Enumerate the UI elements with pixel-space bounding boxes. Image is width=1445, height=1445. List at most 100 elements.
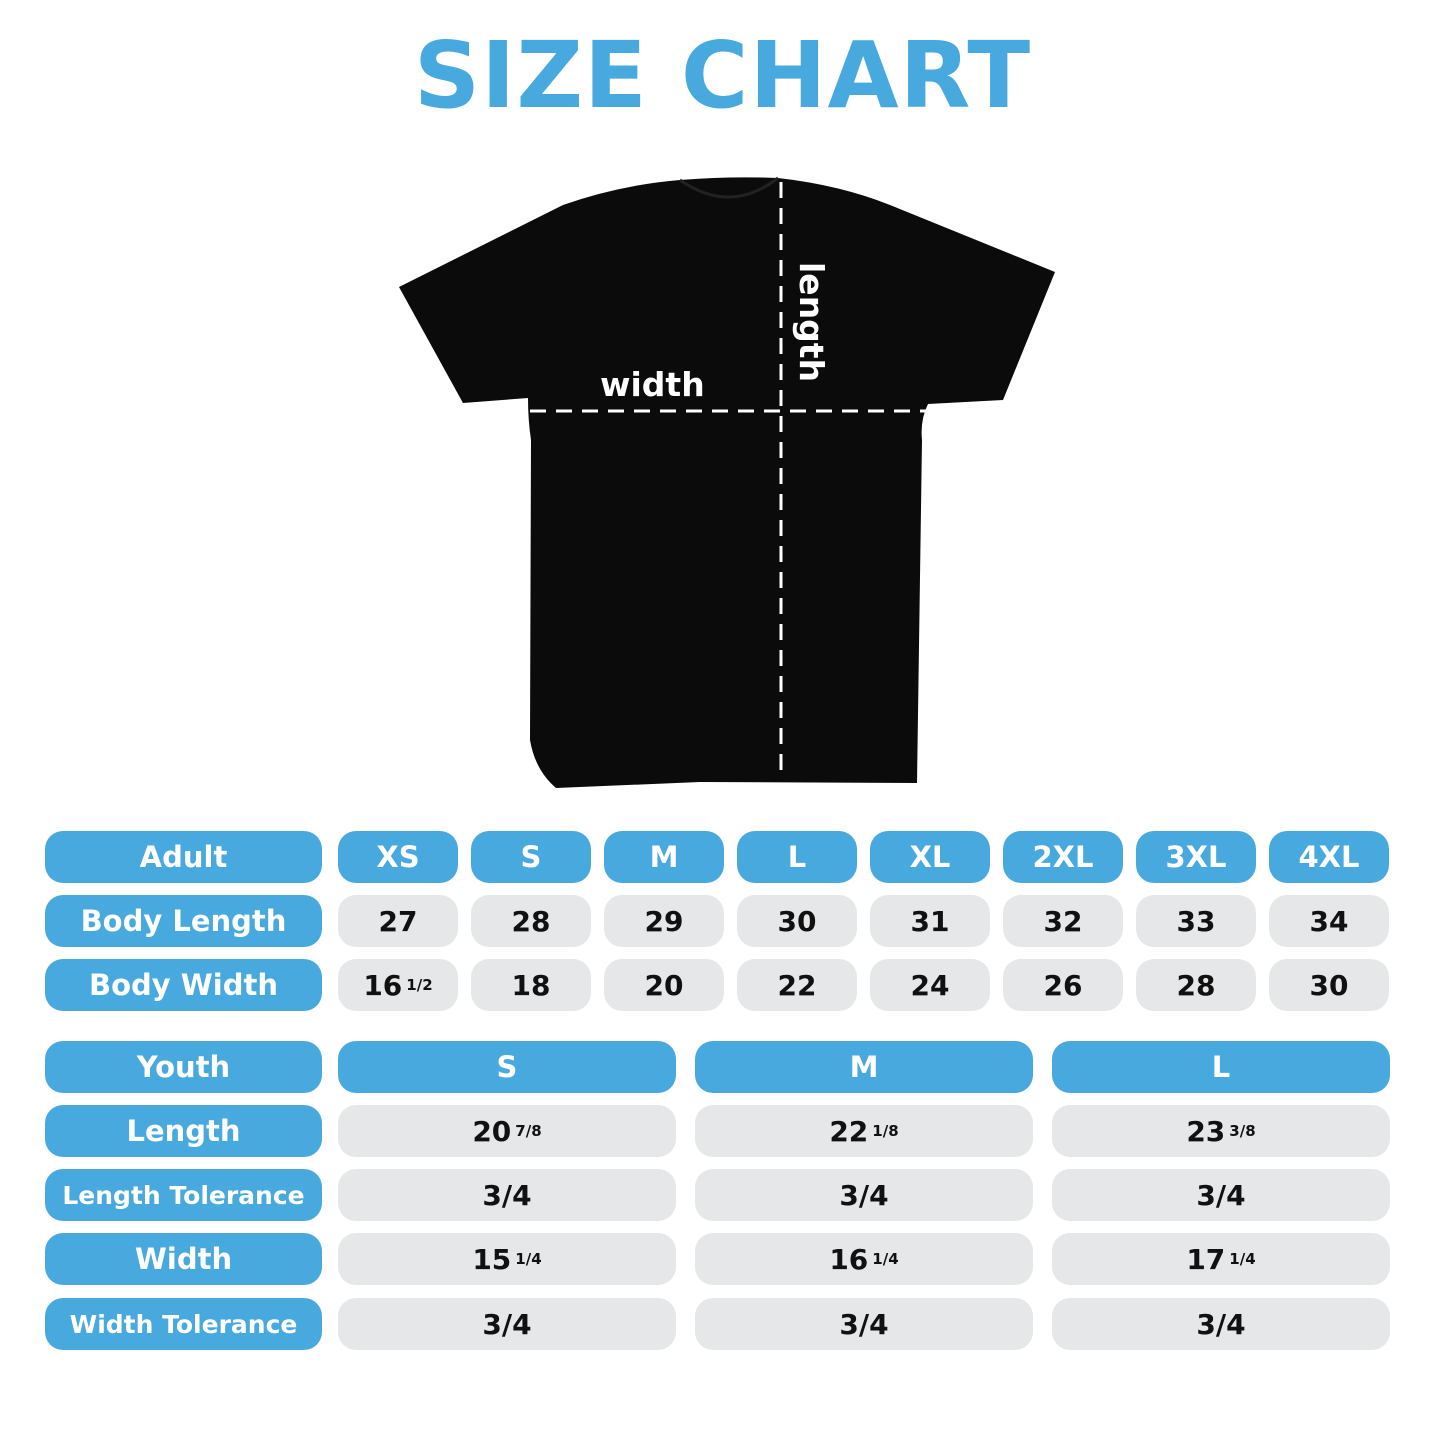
youth-size-header: S xyxy=(338,1041,676,1093)
adult-value-cell: 20 xyxy=(604,959,724,1011)
youth-size-header: M xyxy=(695,1041,1033,1093)
value-whole: 23 xyxy=(1186,1114,1226,1148)
value-whole: 30 xyxy=(777,904,817,938)
adult-value-cell: 30 xyxy=(1269,959,1389,1011)
value-fraction: 1/8 xyxy=(872,1122,899,1140)
youth-value-cell: 20 7/8 xyxy=(338,1105,676,1157)
label-text: Length xyxy=(126,1114,241,1148)
youth-value-cell: 3/4 xyxy=(695,1298,1033,1350)
youth-value-cell: 3/4 xyxy=(338,1298,676,1350)
adult-value-cell: 27 xyxy=(338,895,458,947)
adult-value-cell: 31 xyxy=(870,895,990,947)
size-text: 2XL xyxy=(1032,840,1094,874)
value-whole: 28 xyxy=(511,904,551,938)
youth-value-cell: 15 1/4 xyxy=(338,1233,676,1285)
adult-value-cell: 28 xyxy=(471,895,591,947)
adult-value-cell: 28 xyxy=(1136,959,1256,1011)
value-whole: 3/4 xyxy=(839,1178,889,1212)
value-whole: 18 xyxy=(511,968,551,1002)
value-whole: 30 xyxy=(1309,968,1349,1002)
value-fraction: 1/4 xyxy=(1229,1250,1256,1268)
label-text: Body Length xyxy=(80,904,287,938)
youth-value-cell: 3/4 xyxy=(1052,1169,1390,1221)
value-whole: 3/4 xyxy=(482,1178,532,1212)
adult-size-header: 4XL xyxy=(1269,831,1389,883)
size-text: 3XL xyxy=(1165,840,1227,874)
size-text: 4XL xyxy=(1298,840,1360,874)
youth-value-cell: 17 1/4 xyxy=(1052,1233,1390,1285)
adult-value-cell: 33 xyxy=(1136,895,1256,947)
value-whole: 17 xyxy=(1186,1242,1226,1276)
value-whole: 20 xyxy=(472,1114,512,1148)
youth-size-header: L xyxy=(1052,1041,1390,1093)
value-whole: 22 xyxy=(777,968,817,1002)
adult-size-header: L xyxy=(737,831,857,883)
label-text: Body Width xyxy=(89,968,278,1002)
youth-header-label: Youth xyxy=(45,1041,322,1093)
value-whole: 16 xyxy=(363,968,403,1002)
size-text: M xyxy=(849,1050,879,1084)
adult-value-cell: 24 xyxy=(870,959,990,1011)
youth-value-cell: 3/4 xyxy=(1052,1298,1390,1350)
value-fraction: 7/8 xyxy=(515,1122,542,1140)
adult-size-header: 2XL xyxy=(1003,831,1123,883)
size-text: XS xyxy=(376,840,420,874)
value-whole: 34 xyxy=(1309,904,1349,938)
value-whole: 28 xyxy=(1176,968,1216,1002)
size-text: S xyxy=(520,840,542,874)
value-whole: 26 xyxy=(1043,968,1083,1002)
value-fraction: 1/4 xyxy=(872,1250,899,1268)
youth-row-label: Width xyxy=(45,1233,322,1285)
label-text: Adult xyxy=(139,840,228,874)
label-text: Youth xyxy=(136,1050,231,1084)
value-whole: 22 xyxy=(829,1114,869,1148)
size-text: L xyxy=(787,840,807,874)
value-whole: 27 xyxy=(378,904,418,938)
adult-size-header: S xyxy=(471,831,591,883)
value-fraction: 3/8 xyxy=(1229,1122,1256,1140)
page-title: SIZE CHART xyxy=(413,22,1032,129)
value-whole: 29 xyxy=(644,904,684,938)
value-whole: 31 xyxy=(910,904,950,938)
youth-value-cell: 16 1/4 xyxy=(695,1233,1033,1285)
adult-row-label: Body Length xyxy=(45,895,322,947)
value-whole: 15 xyxy=(472,1242,512,1276)
youth-row-label: Length xyxy=(45,1105,322,1157)
tshirt-shape xyxy=(399,177,1055,789)
adult-value-cell: 32 xyxy=(1003,895,1123,947)
adult-value-cell: 16 1/2 xyxy=(338,959,458,1011)
size-text: L xyxy=(1211,1050,1231,1084)
adult-value-cell: 26 xyxy=(1003,959,1123,1011)
value-fraction: 1/4 xyxy=(515,1250,542,1268)
neckline xyxy=(679,176,779,199)
adult-row-label: Body Width xyxy=(45,959,322,1011)
value-whole: 32 xyxy=(1043,904,1083,938)
size-text: S xyxy=(496,1050,518,1084)
size-text: XL xyxy=(909,840,951,874)
adult-size-header: XS xyxy=(338,831,458,883)
width-label: width xyxy=(600,365,705,404)
adult-value-cell: 22 xyxy=(737,959,857,1011)
value-whole: 33 xyxy=(1176,904,1216,938)
tshirt-illustration: width length xyxy=(399,176,1055,789)
value-whole: 16 xyxy=(829,1242,869,1276)
size-text: M xyxy=(649,840,679,874)
label-text: Width Tolerance xyxy=(69,1309,298,1339)
adult-value-cell: 18 xyxy=(471,959,591,1011)
youth-row-label: Length Tolerance xyxy=(45,1169,322,1221)
label-text: Length Tolerance xyxy=(62,1180,305,1210)
adult-header-label: Adult xyxy=(45,831,322,883)
youth-value-cell: 3/4 xyxy=(338,1169,676,1221)
adult-size-header: XL xyxy=(870,831,990,883)
youth-row-label: Width Tolerance xyxy=(45,1298,322,1350)
value-whole: 20 xyxy=(644,968,684,1002)
value-whole: 3/4 xyxy=(1196,1307,1246,1341)
adult-value-cell: 34 xyxy=(1269,895,1389,947)
value-whole: 24 xyxy=(910,968,950,1002)
youth-value-cell: 22 1/8 xyxy=(695,1105,1033,1157)
length-label: length xyxy=(792,262,831,382)
label-text: Width xyxy=(134,1242,233,1276)
adult-size-header: 3XL xyxy=(1136,831,1256,883)
youth-value-cell: 3/4 xyxy=(695,1169,1033,1221)
value-whole: 3/4 xyxy=(839,1307,889,1341)
